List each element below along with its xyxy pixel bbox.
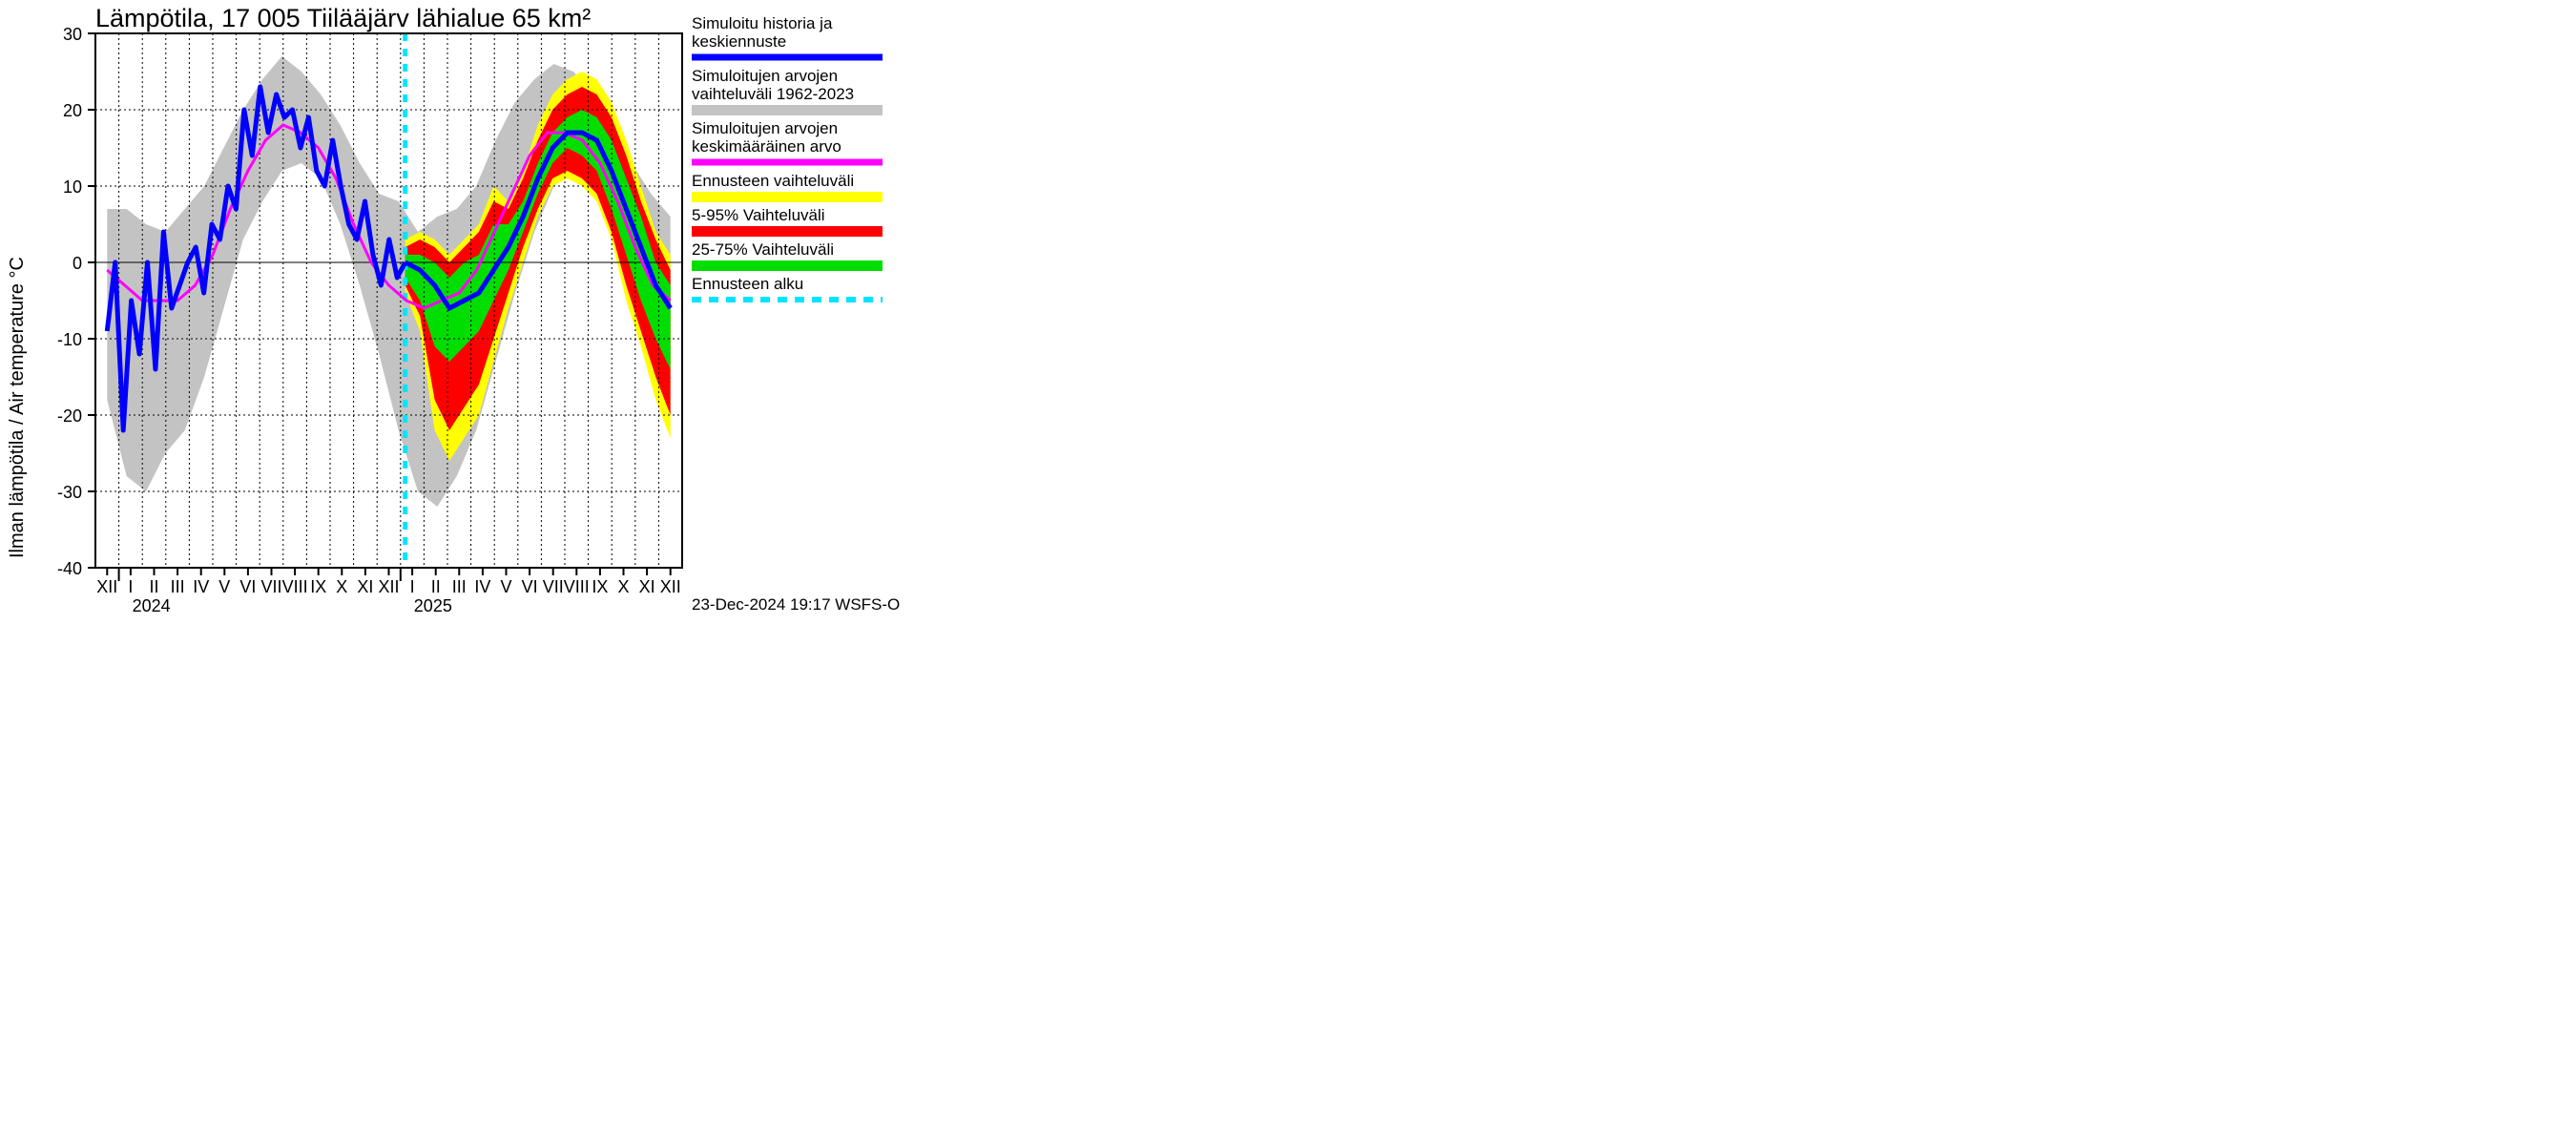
- xtick-label: II: [149, 577, 158, 596]
- legend-label: keskiennuste: [692, 32, 786, 51]
- ytick-label: 20: [63, 101, 82, 120]
- ytick-label: -40: [57, 559, 82, 578]
- xtick-label: III: [452, 577, 467, 596]
- ytick-label: -30: [57, 483, 82, 502]
- y-axis-label: Ilman lämpötila / Air temperature °C: [7, 257, 28, 558]
- xtick-label: III: [171, 577, 185, 596]
- legend-label: Simuloitujen arvojen: [692, 119, 838, 137]
- xtick-label: VI: [239, 577, 256, 596]
- legend-swatch: [692, 192, 883, 202]
- xtick-label: XI: [639, 577, 655, 596]
- legend-label: 25-75% Vaihteluväli: [692, 240, 834, 259]
- legend-label: Simuloitu historia ja: [692, 14, 833, 32]
- legend-swatch: [692, 226, 883, 237]
- xtick-label: I: [128, 577, 133, 596]
- xtick-label: XII: [660, 577, 681, 596]
- ytick-label: -10: [57, 330, 82, 349]
- xtick-label: X: [336, 577, 347, 596]
- legend-label: 5-95% Vaihteluväli: [692, 206, 825, 224]
- year-label: 2025: [414, 596, 452, 615]
- xtick-label: V: [218, 577, 230, 596]
- xtick-label: IX: [592, 577, 608, 596]
- ytick-label: 0: [73, 254, 82, 273]
- xtick-label: V: [500, 577, 511, 596]
- xtick-label: VII: [543, 577, 564, 596]
- xtick-label: VI: [522, 577, 538, 596]
- legend-label: Simuloitujen arvojen: [692, 67, 838, 85]
- ytick-label: -20: [57, 406, 82, 426]
- xtick-label: IX: [310, 577, 326, 596]
- legend-label: vaihteluväli 1962-2023: [692, 85, 854, 103]
- year-label: 2024: [133, 596, 171, 615]
- xtick-label: IV: [474, 577, 490, 596]
- legend-swatch: [692, 105, 883, 115]
- xtick-label: XI: [357, 577, 373, 596]
- xtick-label: X: [617, 577, 629, 596]
- temperature-chart: -40-30-20-100102030XIIIIIIIIIVVVIVIIVIII…: [0, 0, 1431, 636]
- legend-label: Ennusteen vaihteluväli: [692, 172, 854, 190]
- xtick-label: II: [431, 577, 441, 596]
- xtick-label: XII: [378, 577, 399, 596]
- ytick-label: 10: [63, 177, 82, 197]
- ytick-label: 30: [63, 25, 82, 44]
- footer-timestamp: 23-Dec-2024 19:17 WSFS-O: [692, 595, 900, 614]
- xtick-label: IV: [193, 577, 209, 596]
- xtick-label: VIII: [282, 577, 308, 596]
- xtick-label: VII: [260, 577, 281, 596]
- xtick-label: VIII: [564, 577, 590, 596]
- xtick-label: XII: [96, 577, 117, 596]
- legend-label: Ennusteen alku: [692, 275, 803, 293]
- chart-title: Lämpötila, 17 005 Tiilääjärv lähialue 65…: [95, 4, 591, 32]
- legend-swatch: [692, 260, 883, 271]
- legend-label: keskimääräinen arvo: [692, 137, 841, 156]
- xtick-label: I: [410, 577, 415, 596]
